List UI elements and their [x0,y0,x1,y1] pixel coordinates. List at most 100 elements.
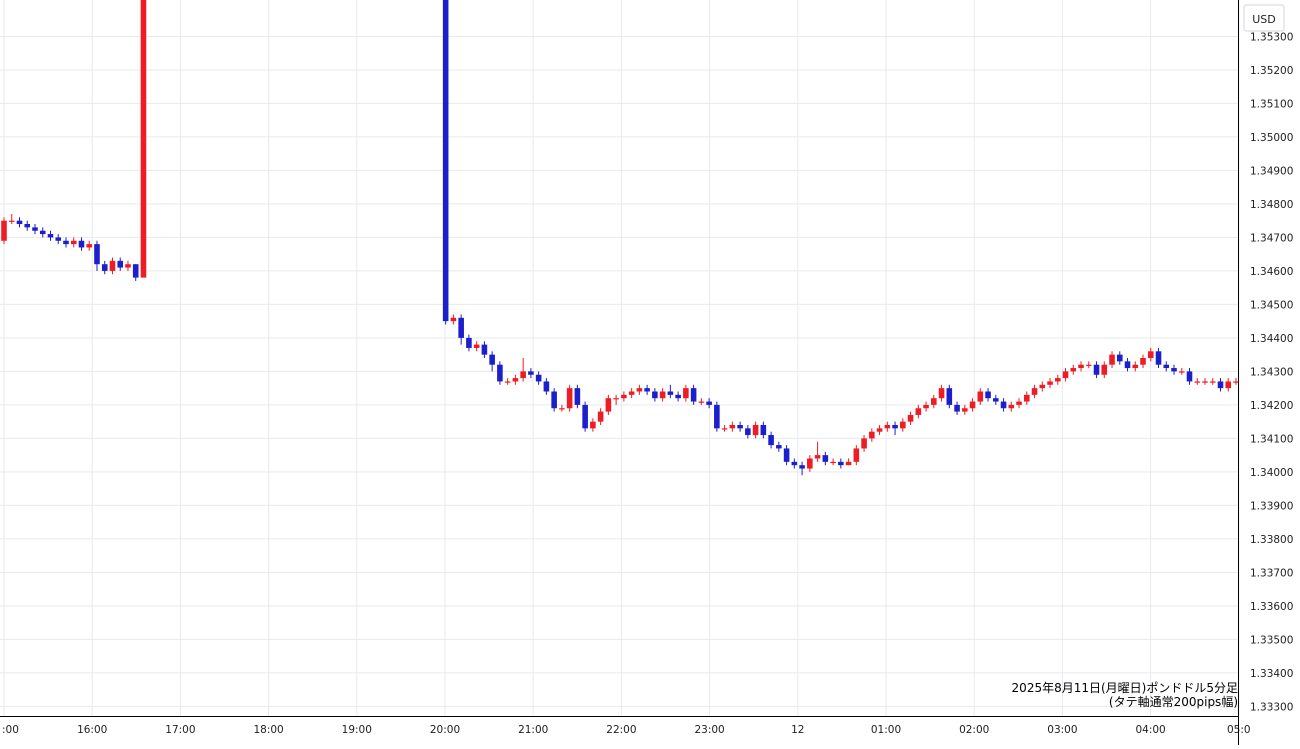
x-tick-label: 19:00 [342,724,372,736]
candle-body [915,408,922,415]
y-tick-label: 1.34700 [1250,232,1293,244]
candle-body [799,465,805,469]
candle-body [1140,358,1146,365]
candle-body [590,421,596,429]
x-tick-label: 21:00 [518,724,548,736]
candle-body [745,428,751,436]
candle [559,404,565,412]
candle-body [39,230,46,235]
candle-body [853,448,860,462]
candle-body [1155,351,1162,365]
candle-body [706,401,712,405]
candle-body [497,364,503,382]
y-tick-label: 1.34300 [1250,366,1293,378]
candle-body [814,455,821,459]
candle [1202,378,1208,385]
candle [1186,368,1193,385]
candle [822,451,829,466]
candle [876,424,883,436]
candle-body [125,264,131,268]
candle [442,0,449,325]
candle-body [1000,401,1007,409]
candle-body [737,424,743,429]
candle [993,394,999,405]
candle-body [985,391,991,399]
candle [892,421,898,436]
candle-body [1024,394,1030,402]
candle-body [1047,381,1053,385]
candle-body [1093,364,1100,375]
candle [1039,381,1046,392]
candle [605,394,612,415]
candle-body [969,401,976,409]
x-tick-label: 16:00 [77,724,107,736]
candle [1194,378,1201,385]
candle-body [47,234,54,238]
candle-body [714,404,720,429]
candles [1,0,1239,476]
candle [900,418,906,432]
candle [636,384,643,395]
y-tick-label: 1.34400 [1250,333,1293,345]
candle-body [907,414,914,422]
candle-body [24,224,31,228]
candle-body [830,461,836,464]
candle [117,257,124,271]
candle-body [1186,371,1193,382]
candle [1000,398,1007,412]
candle-body [551,391,557,409]
candle [466,334,472,352]
candle [1078,361,1084,372]
candle-body [752,424,759,436]
candle-body [613,398,619,400]
y-tick-label: 1.34800 [1250,199,1293,211]
candle [582,401,588,432]
candle [590,418,596,432]
candle-body [512,378,519,382]
candle-body [977,391,984,402]
candle-body [94,244,100,265]
candle [915,404,922,419]
candle [543,378,550,395]
candle-body [1078,364,1084,369]
candle [32,224,38,235]
candle-body [783,448,790,462]
candle [132,264,139,281]
candle-body [597,411,604,422]
candle [8,213,15,225]
candle-body [876,428,883,432]
x-tick-label: 03:00 [1047,724,1077,736]
x-tick-label: 04:00 [1135,724,1165,736]
candle-body [16,220,23,225]
candle-body [938,388,945,399]
candle [535,371,542,385]
candle-body [109,260,116,271]
x-tick-label: 23:00 [694,724,724,736]
candle [1062,368,1069,382]
candle-body [644,388,650,392]
currency-box[interactable]: USD [1243,4,1285,32]
candle [1070,364,1077,375]
candle-body [954,404,960,412]
candle-body [1217,381,1224,389]
candle-body [504,381,511,383]
candle [512,374,519,385]
candle [714,401,720,432]
candle [16,217,23,228]
candle-body [520,371,526,379]
candle-body [931,398,937,405]
candle [1209,378,1216,385]
candle-body [574,388,581,405]
candle [497,361,503,385]
y-tick-label: 1.34600 [1250,266,1293,278]
candle-body [55,237,62,241]
candle-body [582,404,588,429]
candle [845,458,852,466]
candle-body [605,398,612,412]
candle [1171,364,1177,375]
chart-caption-subtitle: (タテ軸通常200pips幅) [1108,695,1238,709]
y-tick-label: 1.34000 [1250,467,1293,479]
candle [450,314,457,325]
candle-body [1202,381,1208,383]
